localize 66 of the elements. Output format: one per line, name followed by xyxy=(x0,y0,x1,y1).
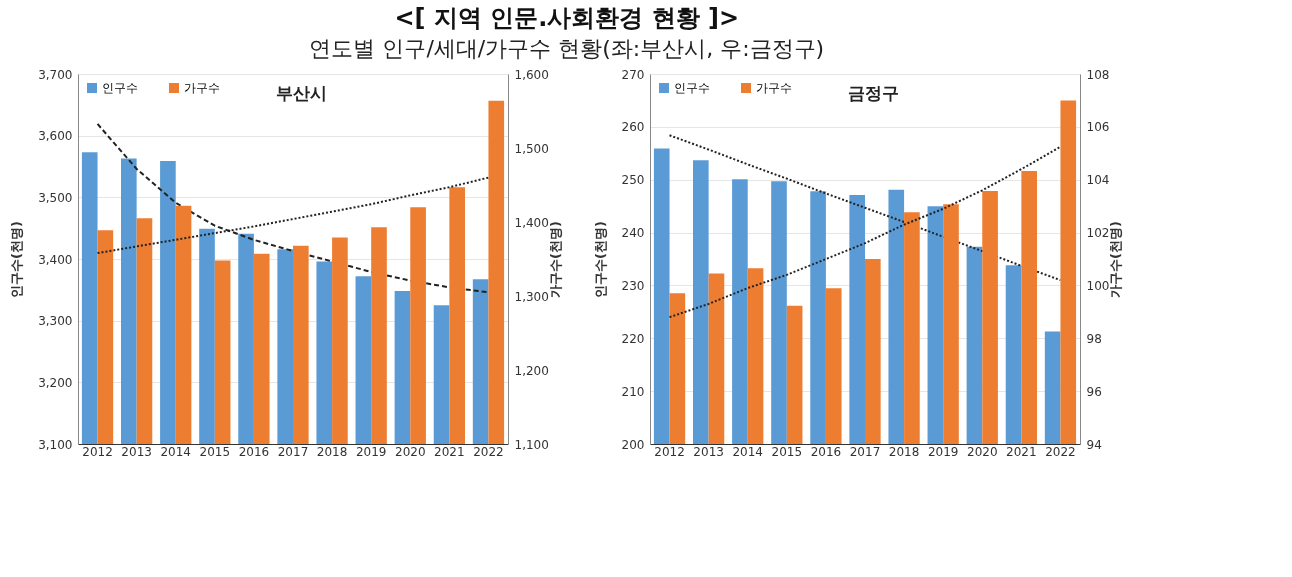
y-tick-label: 3,500 xyxy=(38,190,73,205)
y-tick-label: 3,300 xyxy=(38,314,73,329)
y2-tick-label: 1,200 xyxy=(514,363,549,378)
y2-axis-title: 가구수(천명) xyxy=(1108,221,1124,298)
y-tick-label: 200 xyxy=(621,437,645,452)
x-tick-label: 2019 xyxy=(927,444,959,459)
y-tick-label: 270 xyxy=(621,67,645,82)
y-tick-label: 3,400 xyxy=(38,252,73,267)
x-tick-label: 2014 xyxy=(160,444,191,459)
line-series xyxy=(96,122,490,294)
y2-tick-label: 94 xyxy=(1086,437,1102,452)
x-tick-label: 2022 xyxy=(473,444,504,459)
y2-tick-label: 100 xyxy=(1086,278,1110,293)
y-tick-label: 260 xyxy=(621,120,645,135)
x-tick-label: 2021 xyxy=(434,444,465,459)
x-tick-label: 2019 xyxy=(355,444,387,459)
text: <[ 지역 인문.사회환경 현황 ]> xyxy=(394,3,740,32)
y2-tick-label: 1,300 xyxy=(514,289,549,304)
x-tick-label: 2018 xyxy=(888,444,920,459)
y-tick-label: 210 xyxy=(621,384,645,399)
y2-tick-label: 96 xyxy=(1086,384,1102,399)
line-series xyxy=(668,145,1062,319)
legend-label: 가구수 xyxy=(756,81,792,95)
x-tick-label: 2015 xyxy=(199,444,231,459)
y2-tick-label: 106 xyxy=(1086,120,1110,135)
x-tick-label: 2013 xyxy=(693,444,724,459)
y2-tick-label: 98 xyxy=(1086,331,1102,346)
y2-tick-label: 108 xyxy=(1086,67,1110,82)
y2-tick-label: 1,400 xyxy=(514,215,549,230)
line-series xyxy=(668,134,1062,282)
x-tick-label: 2016 xyxy=(238,444,270,459)
text: 금정구 xyxy=(848,83,900,103)
y-tick-label: 3,700 xyxy=(38,67,73,82)
y-tick-label: 250 xyxy=(621,173,645,188)
x-tick-label: 2015 xyxy=(771,444,803,459)
legend-label: 인구수 xyxy=(674,81,710,95)
y-axis-title: 인구수(천명) xyxy=(9,221,25,298)
x-tick-label: 2018 xyxy=(316,444,348,459)
y-tick-label: 240 xyxy=(621,226,645,241)
y2-tick-label: 102 xyxy=(1086,226,1110,241)
x-tick-label: 2016 xyxy=(810,444,842,459)
y-tick-label: 3,200 xyxy=(38,375,73,390)
x-tick-label: 2021 xyxy=(1006,444,1037,459)
y2-tick-label: 1,500 xyxy=(514,141,549,156)
y2-tick-label: 104 xyxy=(1086,173,1110,188)
x-tick-label: 2014 xyxy=(732,444,763,459)
y-axis-title: 인구수(천명) xyxy=(592,221,608,298)
legend-label: 가구수 xyxy=(184,81,220,95)
x-tick-label: 2012 xyxy=(654,444,685,459)
x-tick-label: 2020 xyxy=(395,444,426,459)
y-tick-label: 230 xyxy=(621,278,645,293)
legend-label: 인구수 xyxy=(102,81,138,95)
x-tick-label: 2017 xyxy=(849,444,881,459)
x-tick-label: 2012 xyxy=(82,444,113,459)
y2-tick-label: 1,600 xyxy=(514,67,549,82)
text: 연도별 인구/세대/가구수 현황(좌:부산시, 우:금정구) xyxy=(309,35,825,61)
x-tick-label: 2017 xyxy=(277,444,309,459)
x-tick-label: 2013 xyxy=(121,444,152,459)
text: 부산시 xyxy=(276,83,328,103)
y-tick-label: 3,100 xyxy=(38,437,73,452)
y-tick-label: 3,600 xyxy=(38,129,73,144)
y2-axis-title: 가구수(천명) xyxy=(547,221,563,298)
y2-tick-label: 1,100 xyxy=(514,437,549,452)
x-tick-label: 2022 xyxy=(1045,444,1076,459)
x-tick-label: 2020 xyxy=(967,444,998,459)
y-tick-label: 220 xyxy=(621,331,645,346)
